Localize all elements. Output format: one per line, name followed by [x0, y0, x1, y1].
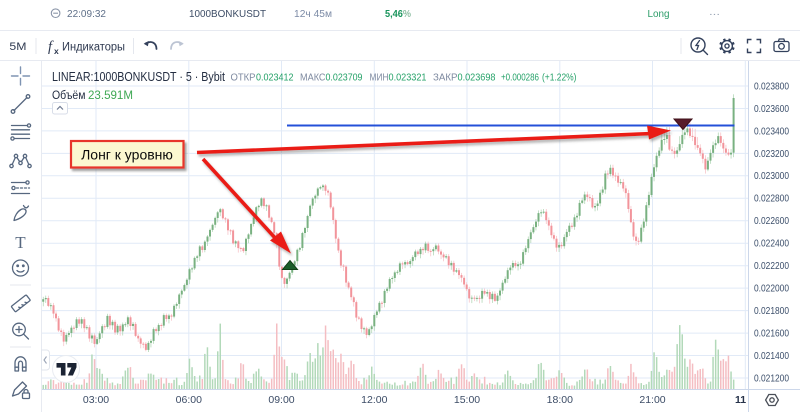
svg-text:21:00: 21:00 — [639, 394, 665, 406]
svg-text:0.023698: 0.023698 — [458, 73, 496, 84]
svg-text:+0.000286: +0.000286 — [501, 73, 539, 84]
svg-text:0.022400: 0.022400 — [754, 239, 789, 250]
svg-text:0.023800: 0.023800 — [754, 81, 789, 92]
svg-text:x: x — [54, 46, 59, 56]
svg-text:11: 11 — [735, 394, 746, 406]
svg-text:0.023000: 0.023000 — [754, 171, 789, 182]
svg-text:1000BONKUSDT: 1000BONKUSDT — [189, 9, 266, 20]
svg-text:0.022600: 0.022600 — [754, 216, 789, 227]
svg-text:ЗАКР: ЗАКР — [433, 73, 458, 84]
svg-text:LINEAR:1000BONKUSDT · 5 · Bybi: LINEAR:1000BONKUSDT · 5 · Bybit — [52, 70, 225, 84]
svg-text:...: ... — [709, 7, 720, 18]
svg-text:0.022200: 0.022200 — [754, 261, 789, 272]
svg-text:0.023200: 0.023200 — [754, 149, 789, 160]
svg-text:12ч 45м: 12ч 45м — [294, 9, 332, 20]
svg-text:(+1.22%): (+1.22%) — [542, 73, 577, 84]
svg-text:5,46%: 5,46% — [385, 9, 411, 20]
svg-text:МИН: МИН — [370, 73, 389, 84]
svg-text:0.023709: 0.023709 — [326, 73, 363, 84]
svg-text:03:00: 03:00 — [83, 394, 109, 406]
svg-text:22:09:32: 22:09:32 — [67, 9, 106, 20]
svg-text:0.021400: 0.021400 — [754, 351, 789, 362]
svg-text:12:00: 12:00 — [361, 394, 387, 406]
svg-text:МАКС: МАКС — [300, 73, 326, 84]
svg-text:23.591M: 23.591M — [88, 90, 133, 102]
svg-text:15:00: 15:00 — [454, 394, 480, 406]
svg-text:09:00: 09:00 — [268, 394, 294, 406]
svg-text:f: f — [48, 39, 54, 55]
svg-text:0.023600: 0.023600 — [754, 104, 789, 115]
svg-text:Лонг к уровню: Лонг к уровню — [81, 147, 173, 163]
svg-text:18:00: 18:00 — [547, 394, 573, 406]
svg-text:0.023400: 0.023400 — [754, 126, 789, 137]
svg-text:Объём: Объём — [52, 90, 86, 102]
svg-text:0.022000: 0.022000 — [754, 284, 789, 295]
svg-text:0.023321: 0.023321 — [389, 73, 427, 84]
svg-text:0.021200: 0.021200 — [754, 373, 789, 384]
svg-text:0.022800: 0.022800 — [754, 194, 789, 205]
svg-text:06:00: 06:00 — [176, 394, 202, 406]
svg-text:5M: 5M — [9, 41, 26, 53]
svg-text:ОТКР: ОТКР — [231, 73, 256, 84]
svg-text:Long: Long — [648, 9, 670, 20]
svg-text:0.021800: 0.021800 — [754, 306, 789, 317]
svg-text:Индикаторы: Индикаторы — [62, 42, 125, 54]
svg-text:0.021600: 0.021600 — [754, 329, 789, 340]
svg-text:T: T — [15, 233, 26, 252]
svg-text:0.023412: 0.023412 — [256, 73, 294, 84]
